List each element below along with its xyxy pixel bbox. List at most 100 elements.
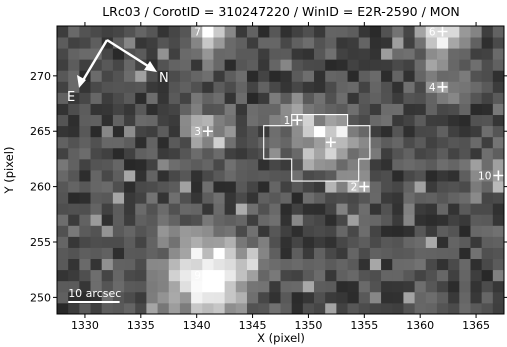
- image-pixel: [269, 147, 281, 160]
- image-pixel: [90, 114, 103, 127]
- image-pixel: [403, 48, 416, 60]
- image-pixel: [258, 214, 270, 226]
- image-pixel: [291, 258, 304, 271]
- image-pixel: [112, 258, 125, 271]
- image-pixel: [280, 302, 293, 314]
- image-pixel: [168, 225, 181, 237]
- image-pixel: [291, 136, 304, 149]
- image-pixel: [101, 192, 114, 204]
- image-pixel: [492, 125, 504, 138]
- image-pixel: [291, 170, 304, 182]
- image-pixel: [168, 170, 181, 182]
- image-pixel: [336, 236, 348, 248]
- image-pixel: [258, 114, 270, 127]
- image-pixel: [135, 214, 147, 226]
- image-pixel: [414, 37, 427, 49]
- image-pixel: [157, 247, 170, 260]
- image-pixel: [101, 247, 114, 260]
- image-pixel: [112, 269, 125, 282]
- source-label: 3: [194, 126, 201, 138]
- image-pixel: [90, 158, 103, 171]
- image-pixel: [481, 114, 494, 127]
- east-arrow: [80, 39, 109, 83]
- image-pixel: [179, 70, 192, 82]
- image-pixel: [258, 26, 270, 38]
- image-pixel: [246, 70, 259, 82]
- image-pixel: [459, 247, 471, 260]
- image-pixel: [269, 103, 281, 116]
- image-pixel: [481, 192, 494, 204]
- image-pixel: [392, 48, 404, 60]
- image-pixel: [202, 70, 214, 82]
- image-pixel: [436, 302, 449, 314]
- image-pixel: [258, 280, 270, 293]
- image-pixel: [369, 192, 382, 204]
- image-pixel: [269, 192, 281, 204]
- image-pixel: [191, 203, 203, 215]
- image-pixel: [258, 236, 270, 248]
- image-pixel: [90, 125, 103, 138]
- image-pixel: [358, 170, 371, 182]
- image-pixel: [235, 147, 248, 160]
- image-pixel: [57, 192, 69, 204]
- image-pixel: [492, 214, 504, 226]
- image-pixel: [336, 81, 348, 93]
- image-pixel: [68, 48, 80, 60]
- image-pixel: [146, 48, 158, 60]
- image-pixel: [79, 103, 91, 116]
- image-pixel: [79, 269, 91, 282]
- image-pixel: [291, 103, 304, 116]
- image-pixel: [213, 103, 226, 116]
- image-pixel: [481, 70, 494, 82]
- image-pixel: [358, 103, 371, 116]
- image-pixel: [470, 147, 483, 160]
- image-pixel: [436, 225, 449, 237]
- image-pixel: [492, 92, 504, 104]
- image-pixel: [258, 92, 270, 104]
- image-pixel: [224, 114, 237, 127]
- image-pixel: [414, 302, 427, 314]
- image-pixel: [179, 26, 192, 38]
- image-pixel: [314, 103, 326, 116]
- image-pixel: [425, 81, 438, 93]
- image-pixel: [112, 59, 125, 71]
- image-pixel: [168, 125, 181, 138]
- image-pixel: [124, 192, 136, 204]
- image-pixel: [425, 26, 438, 38]
- image-pixel: [135, 269, 147, 282]
- image-pixel: [414, 203, 427, 215]
- image-pixel: [168, 92, 181, 104]
- image-pixel: [369, 181, 382, 193]
- image-pixel: [79, 158, 91, 171]
- image-pixel: [325, 158, 337, 171]
- image-pixel: [369, 81, 382, 93]
- image-pixel: [392, 59, 404, 71]
- image-pixel: [57, 291, 69, 304]
- image-pixel: [258, 247, 270, 260]
- image-pixel: [124, 203, 136, 215]
- image-pixel: [325, 203, 337, 215]
- image-pixel: [235, 236, 248, 248]
- image-pixel: [369, 291, 382, 304]
- image-pixel: [68, 203, 80, 215]
- image-pixel: [191, 147, 203, 160]
- image-pixel: [213, 26, 226, 38]
- image-pixel: [101, 147, 114, 160]
- image-pixel: [157, 81, 170, 93]
- image-pixel: [403, 26, 416, 38]
- image-pixel: [459, 48, 471, 60]
- image-pixel: [224, 37, 237, 49]
- image-pixel: [459, 81, 471, 93]
- image-pixel: [481, 236, 494, 248]
- image-pixel: [179, 225, 192, 237]
- image-pixel: [302, 291, 315, 304]
- image-pixel: [246, 291, 259, 304]
- image-pixel: [280, 147, 293, 160]
- image-pixel: [235, 92, 248, 104]
- image-pixel: [470, 59, 483, 71]
- image-pixel: [269, 203, 281, 215]
- image-pixel: [381, 214, 393, 226]
- image-pixel: [101, 225, 114, 237]
- image-pixel: [325, 26, 337, 38]
- image-pixel: [168, 302, 181, 314]
